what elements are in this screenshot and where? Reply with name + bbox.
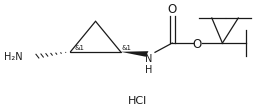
- Polygon shape: [121, 52, 149, 57]
- Text: &1: &1: [121, 45, 132, 51]
- Text: O: O: [168, 3, 177, 16]
- Text: H: H: [145, 65, 152, 75]
- Text: N: N: [145, 54, 152, 64]
- Text: O: O: [193, 37, 202, 50]
- Text: H₂N: H₂N: [4, 52, 23, 62]
- Text: &1: &1: [75, 45, 84, 51]
- Text: HCl: HCl: [128, 95, 147, 105]
